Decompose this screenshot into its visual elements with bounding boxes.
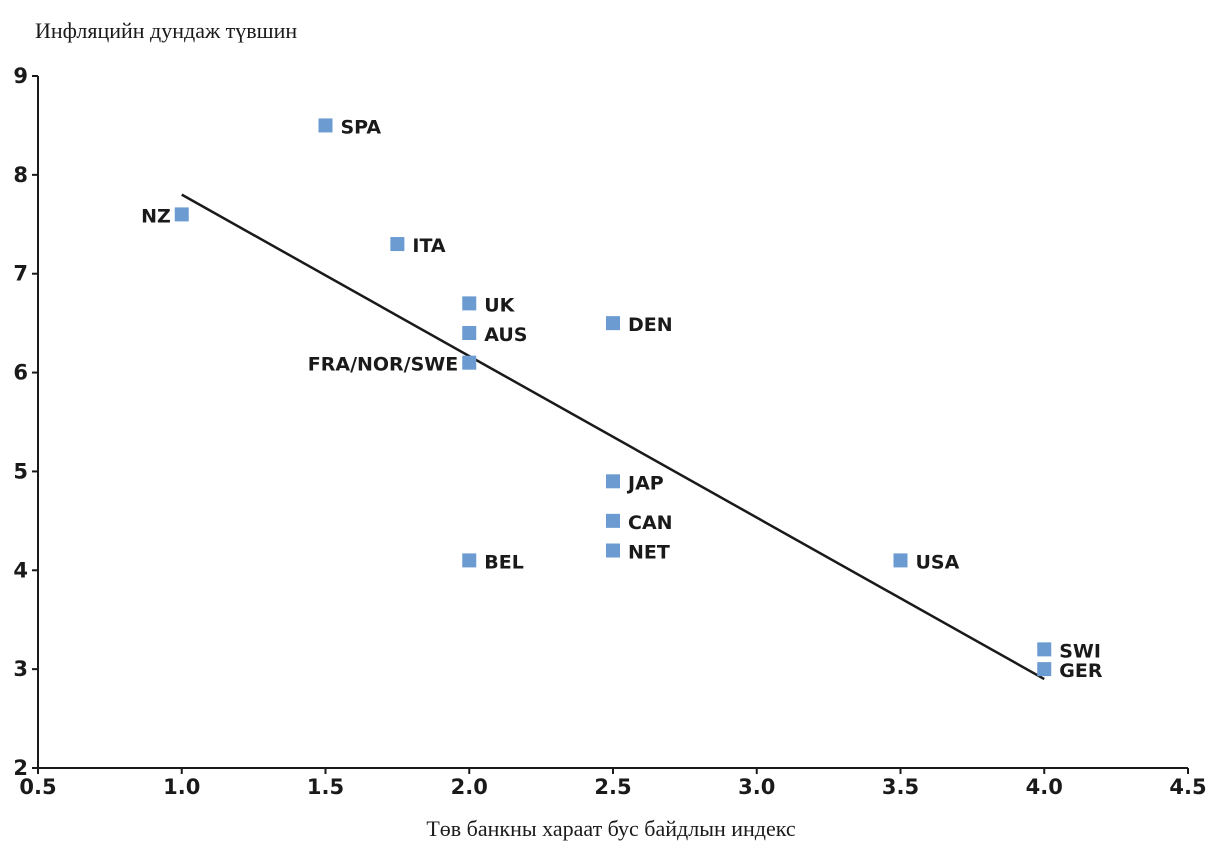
x-tick-label: 4.0: [1026, 775, 1063, 799]
data-point-label: JAP: [626, 472, 664, 494]
data-point-label: NZ: [141, 205, 171, 227]
data-point-label: CAN: [628, 512, 673, 534]
data-point-marker: [606, 474, 620, 489]
data-points: SPA NZ ITA UK AUS FRA/NOR/SWE DEN JAP CAN NET BEL U…: [141, 116, 1103, 682]
data-point-label: AUS: [484, 324, 527, 346]
data-point-marker: [1037, 642, 1052, 657]
data-point-label: GER: [1059, 660, 1103, 682]
trend-line-group: [181, 193, 1045, 681]
y-tick-label: 8: [13, 163, 28, 187]
y-axis-title: Инфляцийн дундаж түвшин: [35, 18, 297, 43]
data-point-marker: [174, 207, 189, 222]
data-point-label: NET: [628, 542, 670, 564]
data-point-label: USA: [916, 551, 960, 573]
y-axis-ticks: 2 3 4 5 6 7 8 9: [13, 64, 38, 780]
x-axis-ticks: 0.5 1.0 1.5 2.0 2.5 3.0 3.5 4.0 4.5: [19, 768, 1207, 799]
data-point-marker: [606, 316, 620, 331]
y-tick-label: 5: [13, 459, 28, 483]
x-tick-label: 4.5: [1169, 775, 1206, 799]
y-tick-label: 2: [13, 756, 28, 780]
data-point-marker: [606, 513, 620, 528]
y-tick-label: 6: [13, 361, 28, 385]
x-tick-label: 1.0: [163, 775, 200, 799]
x-tick-label: 3.0: [738, 775, 775, 799]
y-tick-label: 3: [13, 657, 28, 681]
x-tick-label: 2.5: [594, 775, 631, 799]
data-point-label: DEN: [628, 314, 673, 336]
data-point-marker: [606, 543, 620, 558]
data-point-marker: [462, 355, 477, 370]
x-tick-label: 1.5: [307, 775, 344, 799]
data-point-label: SPA: [341, 116, 382, 138]
trend-line: [181, 193, 1045, 681]
data-point-marker: [318, 118, 333, 133]
data-point-label: FRA/NOR/SWE: [308, 354, 459, 376]
data-point-label: BEL: [484, 551, 524, 573]
x-tick-label: 3.5: [882, 775, 919, 799]
data-point-label: SWI: [1059, 640, 1101, 662]
data-point-marker: [462, 553, 477, 568]
y-tick-label: 4: [13, 558, 28, 582]
data-point-label: UK: [484, 294, 515, 316]
data-point-marker: [462, 326, 477, 341]
x-axis-title: Төв банкны хараат бус байдлын индекс: [426, 816, 796, 841]
y-tick-label: 9: [13, 64, 28, 88]
x-tick-label: 2.0: [451, 775, 488, 799]
data-point-marker: [390, 237, 405, 252]
data-point-marker: [1037, 662, 1052, 677]
data-point-label: ITA: [412, 235, 446, 257]
y-tick-label: 7: [13, 262, 28, 286]
x-tick-label: 0.5: [19, 775, 56, 799]
data-point-marker: [893, 553, 908, 568]
data-point-marker: [462, 296, 477, 311]
